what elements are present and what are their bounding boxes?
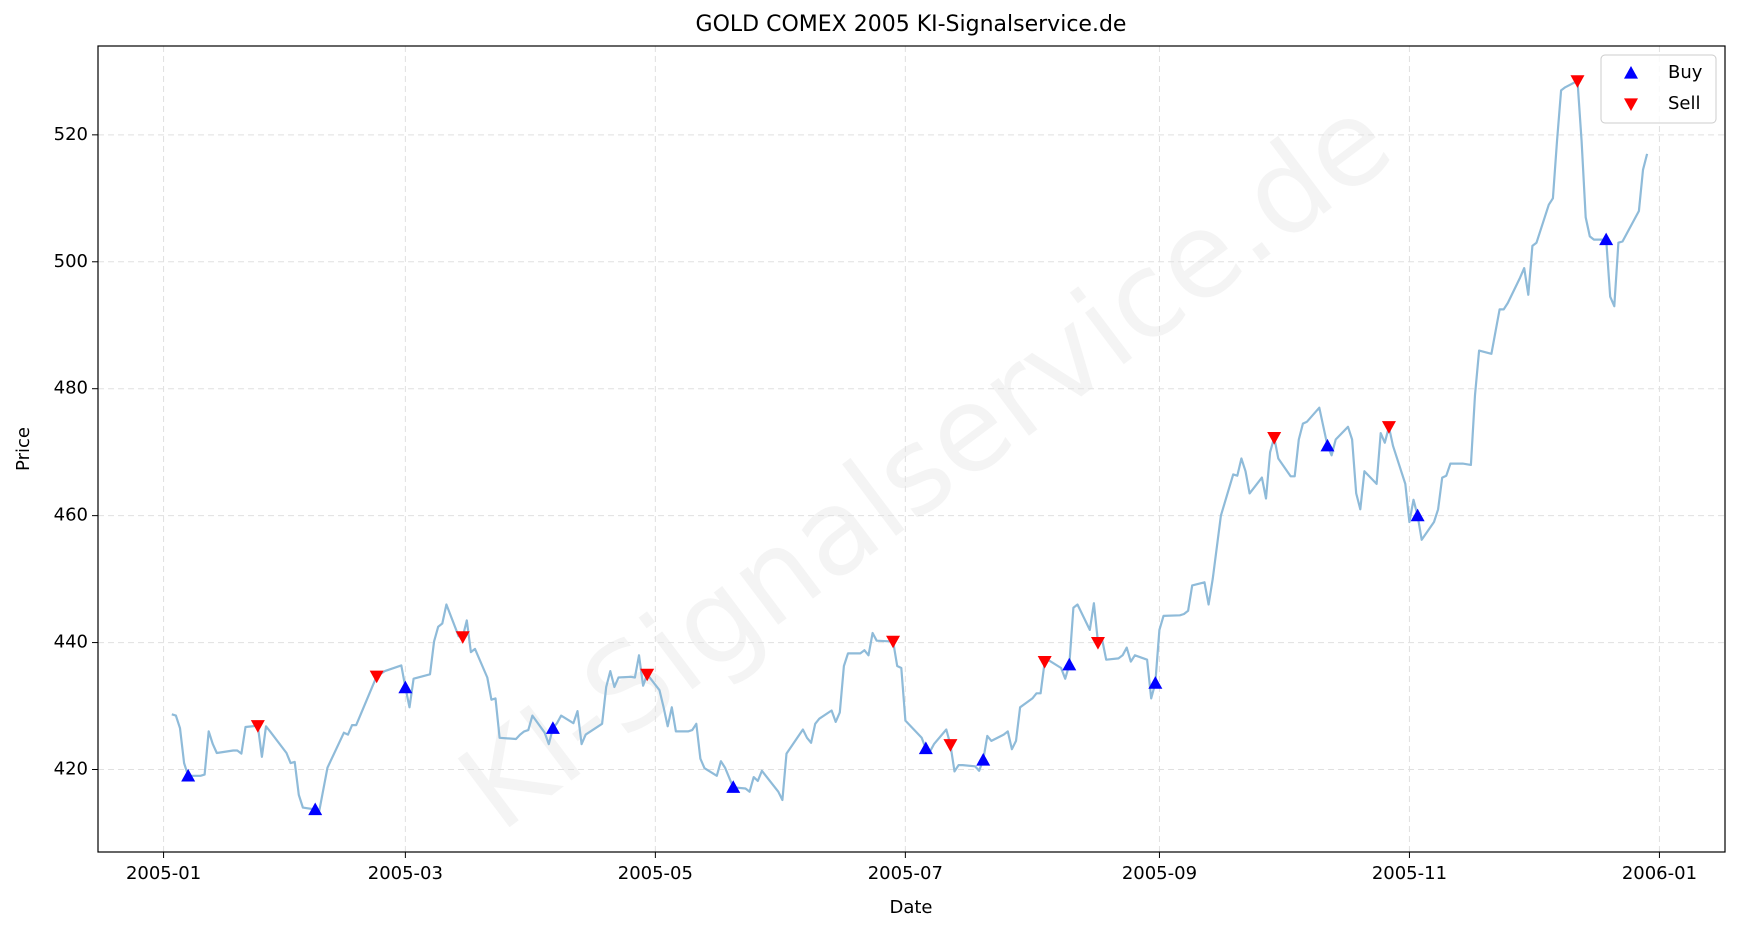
plot-frame	[97, 45, 1726, 853]
y-tick-label: 460	[54, 505, 88, 526]
x-tick-label: 2005-01	[126, 863, 201, 884]
x-tick-label: 2005-11	[1372, 863, 1447, 884]
x-tick-label: 2005-05	[618, 863, 693, 884]
signal-marker	[545, 721, 560, 734]
x-tick-label: 2005-03	[368, 863, 443, 884]
y-tick-label: 480	[54, 378, 88, 399]
y-tick-label: 500	[54, 251, 88, 272]
signal-marker	[308, 802, 323, 816]
x-axis-label: Date	[889, 897, 932, 918]
signal-marker	[398, 680, 413, 694]
legend-marker	[1624, 66, 1638, 79]
chart-title: GOLD COMEX 2005 KI-Signalservice.de	[696, 12, 1127, 37]
legend-marker	[1624, 98, 1638, 111]
signal-marker	[1570, 75, 1585, 88]
x-tick-label: 2005-07	[868, 863, 943, 884]
legend-label: Buy	[1668, 62, 1703, 83]
signal-marker	[1148, 676, 1163, 689]
signal-marker	[943, 739, 958, 752]
signal-marker	[181, 768, 196, 782]
legend-label: Sell	[1668, 93, 1701, 114]
signal-marker	[369, 670, 384, 684]
signal-marker	[1381, 421, 1396, 434]
x-tick-label: 2006-01	[1622, 863, 1697, 884]
price-line	[171, 79, 1649, 812]
signal-marker	[1320, 438, 1335, 452]
signal-marker	[1599, 232, 1614, 246]
signal-marker	[455, 631, 470, 644]
y-tick-label: 420	[54, 758, 88, 779]
signal-marker	[1090, 636, 1105, 650]
y-tick-label: 440	[54, 632, 88, 653]
signal-marker	[640, 668, 655, 682]
signal-marker	[1062, 657, 1077, 671]
y-tick-label: 520	[54, 124, 88, 145]
signal-marker	[886, 635, 901, 649]
x-tick-label: 2005-09	[1122, 863, 1197, 884]
signal-marker	[976, 752, 991, 766]
y-axis-label: Price	[13, 427, 34, 471]
signal-marker	[726, 780, 741, 793]
signal-marker	[1037, 656, 1052, 669]
signal-marker	[1410, 508, 1425, 522]
signal-marker	[250, 720, 265, 733]
signal-marker	[1267, 431, 1282, 445]
signal-marker	[918, 741, 933, 755]
